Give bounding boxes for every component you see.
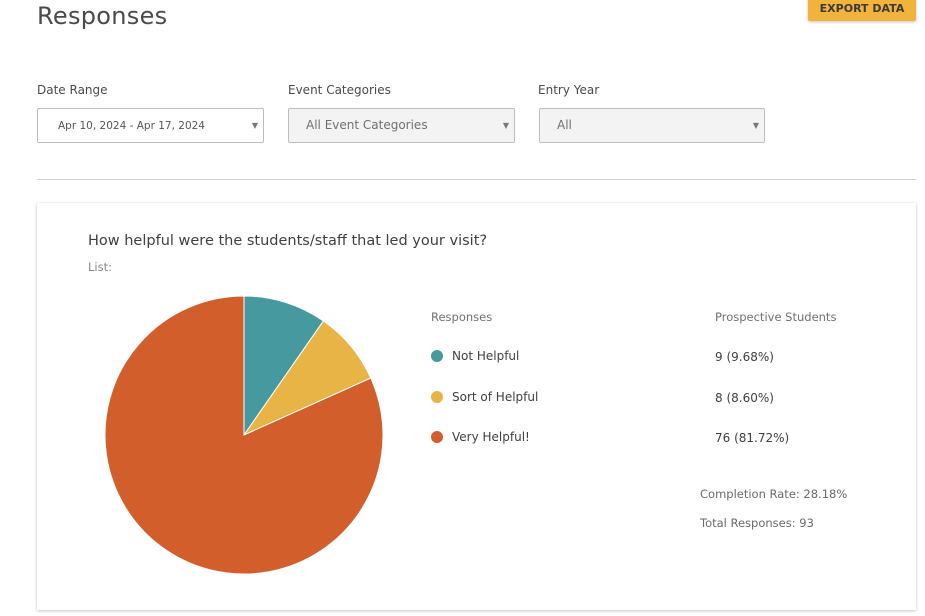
- filter-label-event-categories: Event Categories: [288, 83, 391, 97]
- divider: [37, 179, 916, 180]
- legend-value: 8 (8.60%): [715, 391, 774, 405]
- event-categories-select[interactable]: All Event Categories ▼: [288, 108, 515, 143]
- date-range-select[interactable]: Apr 10, 2024 - Apr 17, 2024 ▼: [37, 108, 264, 143]
- legend-label: Sort of Helpful: [452, 390, 539, 404]
- filter-label-entry-year: Entry Year: [538, 83, 600, 97]
- date-range-value: Apr 10, 2024 - Apr 17, 2024: [58, 120, 205, 132]
- prospective-students-column-header: Prospective Students: [715, 310, 837, 324]
- question-card: How helpful were the students/staff that…: [37, 203, 916, 610]
- chevron-down-icon: ▼: [502, 121, 509, 130]
- pie-slice-not-helpful[interactable]: [243, 295, 325, 437]
- legend-dot: [431, 431, 443, 443]
- event-categories-value: All Event Categories: [306, 118, 428, 132]
- question-title: How helpful were the students/staff that…: [88, 233, 488, 249]
- entry-year-select[interactable]: All ▼: [539, 108, 765, 143]
- page-title: Responses: [37, 2, 168, 30]
- legend-dot: [431, 350, 443, 362]
- pie-slice-very-helpful[interactable]: [104, 295, 384, 575]
- responses-column-header: Responses: [431, 310, 493, 324]
- legend-label: Not Helpful: [452, 349, 520, 363]
- filter-label-date-range: Date Range: [37, 83, 108, 97]
- legend-value: 9 (9.68%): [715, 350, 774, 364]
- chevron-down-icon: ▼: [251, 121, 258, 130]
- legend-label: Very Helpful!: [452, 430, 530, 444]
- legend-value: 76 (81.72%): [715, 431, 790, 445]
- total-responses: Total Responses: 93: [700, 516, 814, 530]
- completion-rate: Completion Rate: 28.18%: [700, 487, 848, 501]
- legend-dot: [431, 391, 443, 403]
- list-label: List:: [88, 260, 112, 274]
- pie-chart: [104, 295, 384, 575]
- entry-year-value: All: [557, 118, 572, 132]
- chevron-down-icon: ▼: [752, 121, 759, 130]
- export-data-button[interactable]: EXPORT DATA: [808, 0, 916, 21]
